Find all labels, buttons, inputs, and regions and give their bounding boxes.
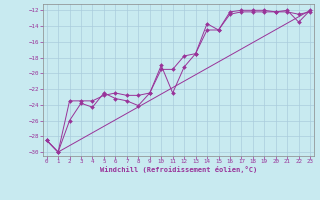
X-axis label: Windchill (Refroidissement éolien,°C): Windchill (Refroidissement éolien,°C) <box>100 166 257 173</box>
